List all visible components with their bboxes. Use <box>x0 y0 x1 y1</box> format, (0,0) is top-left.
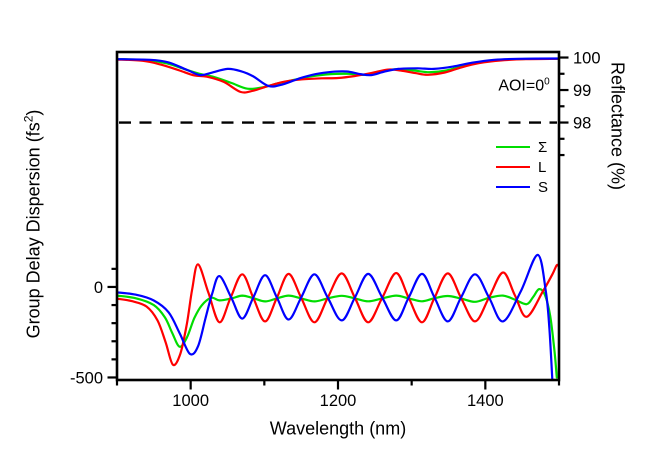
legend-line-sigma <box>496 145 530 149</box>
legend-line-S <box>496 185 530 189</box>
legend-item-L: L <box>496 157 548 177</box>
x-axis-title: Wavelength (nm) <box>269 418 407 439</box>
curves-group <box>117 57 559 380</box>
aoi-annotation-sup: 0 <box>544 76 550 88</box>
legend-label-sigma: Σ <box>538 138 548 156</box>
reflectance-curve-S <box>117 57 559 88</box>
plot-border <box>115 50 561 382</box>
left-axis-title: Group Delay Dispersion (fs2) <box>22 110 45 339</box>
legend: Σ L S <box>496 137 548 197</box>
aoi-annotation-text: AOI=0 <box>498 77 545 95</box>
left-axis-title-sup: 2 <box>21 115 36 123</box>
left-axis-title-text: Group Delay Dispersion (fs <box>23 122 44 339</box>
y-right-tick-label: 98 <box>573 115 591 133</box>
gdd-curve-S <box>117 253 554 380</box>
x-axis-tick-label: 1000 <box>172 392 209 410</box>
legend-line-L <box>496 165 530 169</box>
legend-item-sigma: Σ <box>496 137 548 157</box>
left-axis-title-suffix: ) <box>23 109 44 116</box>
y-left-tick-label: -500 <box>70 369 103 387</box>
legend-item-S: S <box>496 177 548 197</box>
reflectance-curve-L <box>117 57 559 94</box>
aoi-annotation: AOI=00 <box>498 76 549 95</box>
legend-label-S: S <box>538 178 549 196</box>
reflectance-curve-sigma <box>117 57 559 91</box>
right-axis-title: Reflectance (%) <box>607 61 628 191</box>
legend-label-L: L <box>538 158 547 176</box>
y-right-tick-label: 100 <box>573 50 601 68</box>
x-axis-tick-label: 1200 <box>320 392 357 410</box>
y-left-tick-label: 0 <box>94 279 103 297</box>
y-right-tick-label: 99 <box>573 82 591 100</box>
x-axis-tick-label: 1400 <box>467 392 504 410</box>
gdd-curve-L <box>117 263 559 367</box>
